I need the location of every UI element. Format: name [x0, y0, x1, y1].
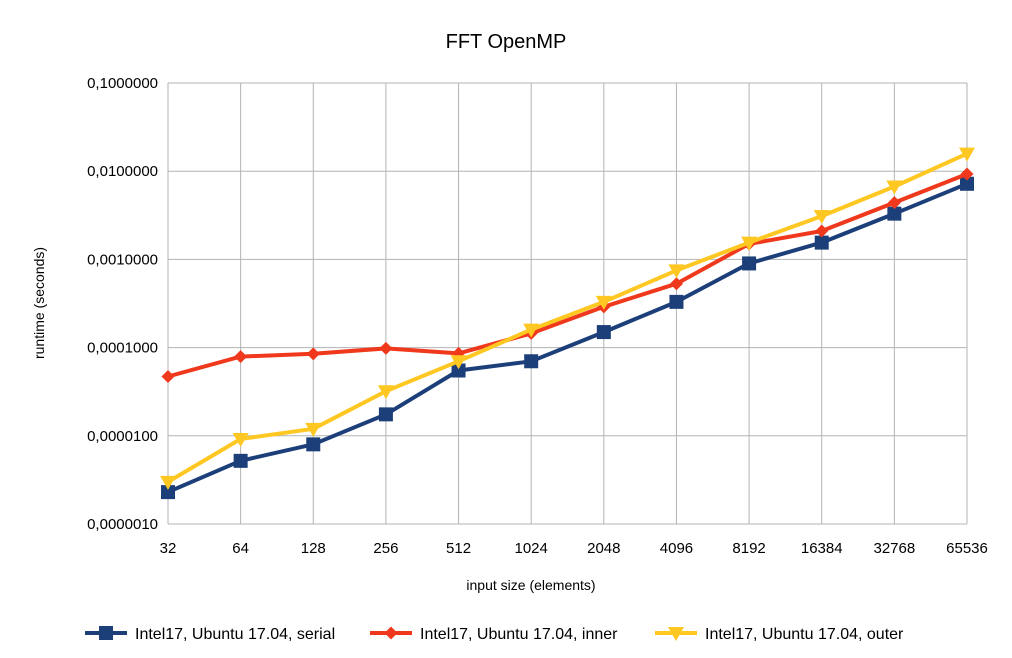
data-point	[742, 256, 757, 271]
data-point	[451, 363, 466, 378]
data-point	[161, 370, 175, 384]
x-tick-label: 1024	[514, 540, 547, 557]
data-point	[306, 437, 321, 452]
y-tick-label: 0,0100000	[87, 163, 158, 180]
data-point	[524, 354, 539, 369]
data-point	[959, 147, 975, 162]
x-tick-label: 65536	[946, 540, 988, 557]
data-point	[741, 236, 758, 251]
series-1	[161, 176, 974, 500]
data-point	[306, 347, 320, 361]
data-point	[379, 341, 393, 355]
data-point	[161, 485, 175, 500]
legend-item: Intel17, Ubuntu 17.04, outer	[655, 626, 904, 643]
series-line	[167, 181, 968, 494]
series-line	[167, 172, 968, 379]
y-tick-label: 0,0010000	[87, 251, 158, 268]
legend-label: Intel17, Ubuntu 17.04, outer	[705, 626, 904, 643]
y-tick-label: 0,0000100	[87, 428, 158, 445]
data-point	[596, 325, 611, 340]
data-point	[960, 176, 974, 191]
data-point	[378, 407, 393, 422]
x-tick-label: 128	[301, 540, 326, 557]
x-tick-label: 32	[160, 540, 177, 557]
legend-marker	[99, 626, 113, 640]
data-point	[813, 210, 830, 225]
series-line	[166, 151, 968, 484]
data-point	[160, 475, 176, 490]
x-tick-label: 512	[446, 540, 471, 557]
y-tick-label: 0,0000010	[87, 516, 158, 533]
data-point	[595, 295, 612, 310]
data-point	[377, 385, 394, 400]
x-tick-label: 256	[373, 540, 398, 557]
legend: Intel17, Ubuntu 17.04, serial Intel17, Ub…	[85, 626, 904, 643]
x-axis-label: input size (elements)	[466, 577, 595, 593]
x-axis-ticks: 32 64 128 256 512 1024 2048 4096 8192 16384 32768 6…	[160, 540, 988, 557]
data-point	[233, 453, 248, 468]
x-tick-label: 16384	[801, 540, 843, 557]
series-3	[160, 147, 975, 490]
y-axis-label: runtime (seconds)	[31, 247, 47, 359]
y-axis-ticks: 0,1000000 0,0100000 0,0010000 0,0001000 0,00…	[87, 75, 158, 533]
data-point	[523, 323, 540, 338]
data-point	[887, 206, 902, 221]
data-point	[232, 432, 249, 447]
data-point	[814, 235, 829, 250]
legend-label: Intel17, Ubuntu 17.04, serial	[135, 626, 335, 643]
data-point	[234, 350, 248, 364]
x-tick-label: 2048	[587, 540, 620, 557]
legend-item: Intel17, Ubuntu 17.04, serial	[85, 626, 335, 643]
series-2	[161, 167, 974, 384]
data-point	[815, 224, 829, 238]
legend-marker	[384, 626, 398, 640]
x-tick-label: 8192	[732, 540, 765, 557]
data-point	[305, 422, 322, 437]
legend-label: Intel17, Ubuntu 17.04, inner	[420, 626, 618, 643]
data-point	[668, 264, 685, 279]
data-point	[960, 167, 974, 181]
x-tick-label: 32768	[874, 540, 916, 557]
data-point	[669, 277, 683, 291]
chart-title: FFT OpenMP	[446, 31, 567, 53]
data-point	[886, 180, 903, 195]
y-tick-label: 0,0001000	[87, 340, 158, 357]
series-layer	[160, 147, 975, 500]
data-point	[450, 355, 467, 370]
legend-marker	[668, 627, 684, 641]
y-tick-label: 0,1000000	[87, 75, 158, 92]
data-point	[887, 196, 901, 210]
grid	[167, 82, 968, 525]
x-tick-label: 64	[232, 540, 249, 557]
legend-item: Intel17, Ubuntu 17.04, inner	[370, 626, 618, 643]
x-tick-label: 4096	[660, 540, 693, 557]
data-point	[669, 294, 684, 309]
